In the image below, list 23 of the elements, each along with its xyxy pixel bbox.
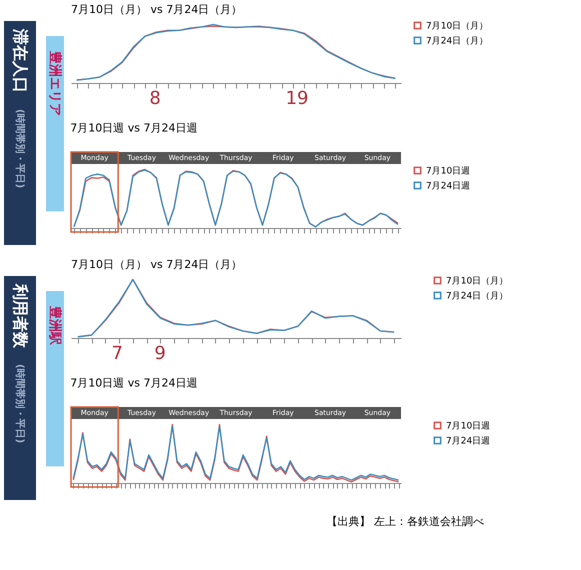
chart-title: 7月10日週 vs 7月24日週 [70,121,198,134]
text: 19 [286,88,309,109]
text: 9 [154,343,166,364]
legend-label: 7月10日週 [446,420,490,432]
text: 利用者数 [11,283,30,349]
legend-label: 7月24日（月） [426,36,488,46]
chart-title: 7月10日週 vs 7月24日週 [70,376,198,390]
chart-title: 7月10日（月） vs 7月24日（月） [71,3,242,16]
legend-label: 7月10日（月） [426,22,488,32]
chart-title: 7月10日（月） vs 7月24日（月） [71,258,242,271]
text: 【出典】 左上：各鉄道会社調べ [326,515,484,528]
legend-label: 7月24日週 [446,436,490,446]
text: 滞在人口 [11,28,30,93]
legend-label: 7月10日（月） [446,276,508,286]
text: 8 [149,88,161,109]
text: 豊洲エリア [47,50,62,116]
legend-label: 7月10日週 [426,166,470,176]
legend-label: 7月24日（月） [446,292,508,302]
legend-label: 7月24日週 [426,180,470,192]
text: (時間帯別・平日) [14,109,26,188]
text: 7 [111,343,123,364]
text: (時間帯別・平日) [14,364,26,444]
text: 豊洲駅 [47,305,62,346]
